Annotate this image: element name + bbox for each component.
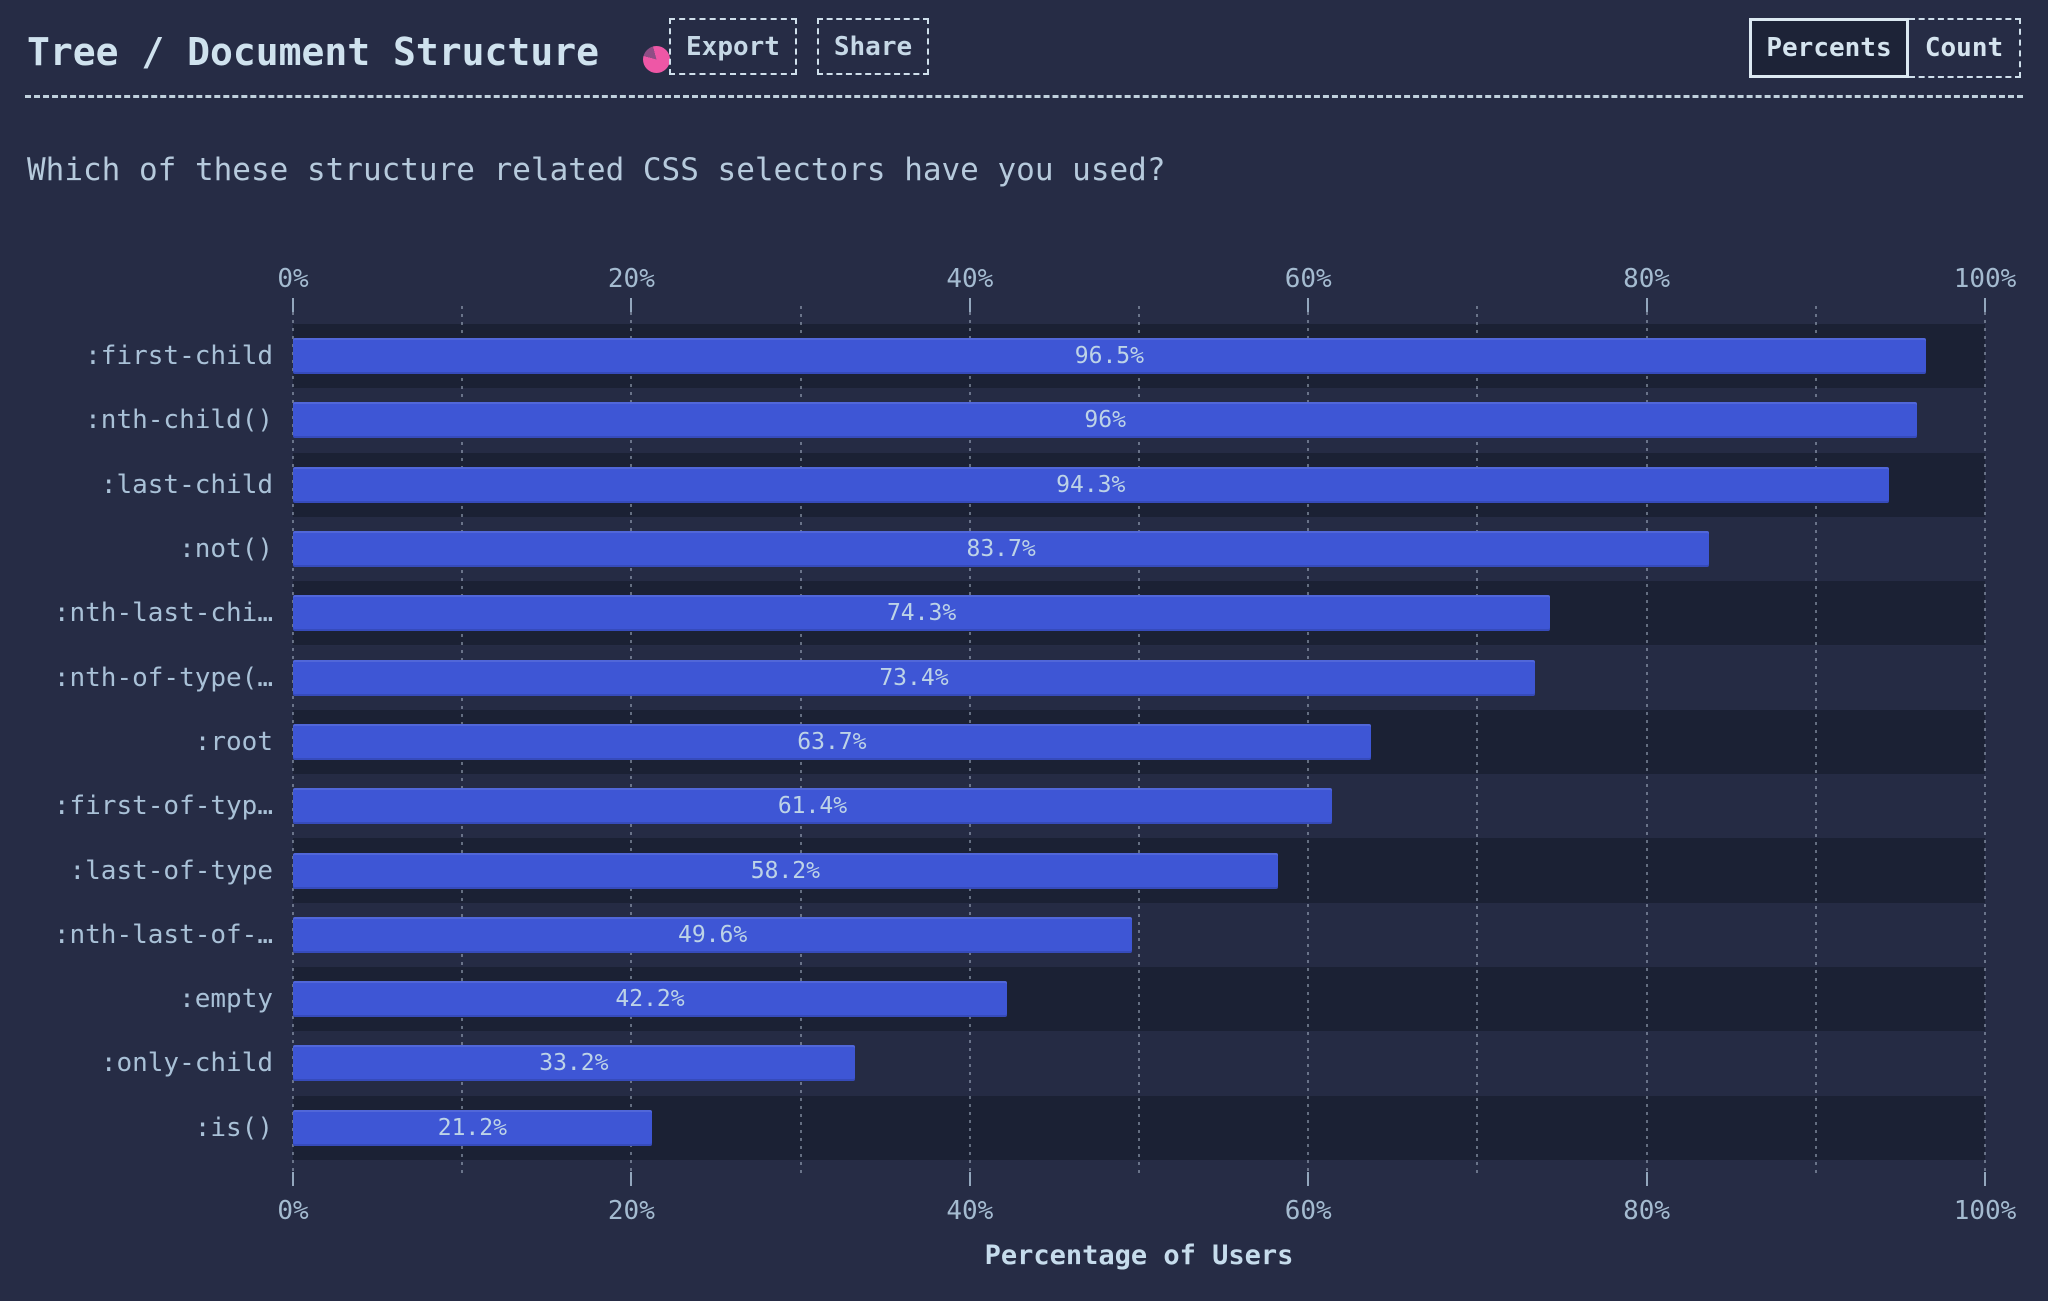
axis-tick-label-top: 0% (277, 264, 309, 294)
bar-value-label: 73.4% (879, 664, 949, 691)
axis-tick-label-top: 20% (607, 264, 655, 294)
header: Tree / Document Structure Export Share P… (27, 0, 2021, 96)
axis-tick-label-top: 100% (1953, 264, 2017, 294)
bar-value-label: 58.2% (750, 857, 820, 884)
category-label: :last-of-type (69, 855, 274, 886)
axis-tick-label-bottom: 80% (1623, 1196, 1671, 1226)
bar-value-label: 49.6% (677, 921, 748, 948)
bar-root[interactable]: 63.7% (293, 723, 1371, 760)
category-label: :first-child (85, 341, 273, 372)
bar-value-label: 94.3% (1056, 471, 1126, 498)
axis-tick (630, 298, 633, 312)
axis-tick (1307, 298, 1310, 312)
bar-nth-child[interactable]: 96% (293, 402, 1918, 439)
axis-tick (292, 1172, 294, 1186)
axis-tick (1645, 1172, 1648, 1186)
axis-tick (1984, 298, 1986, 312)
bar-only-child[interactable]: 33.2% (293, 1045, 855, 1082)
axis-tick (1984, 1172, 1986, 1186)
toggle-count[interactable]: Count (1909, 18, 2021, 78)
bar-not[interactable]: 83.7% (293, 531, 1710, 568)
bar-first-of-typ[interactable]: 61.4% (293, 788, 1332, 825)
category-label: :is() (194, 1112, 273, 1143)
bar-value-label: 74.3% (886, 600, 957, 627)
axis-tick-label-bottom: 20% (607, 1196, 655, 1226)
plot-area: :first-child :nth-child() :last-child :not(… (54, 264, 2016, 1271)
bar-nth-last-chi[interactable]: 74.3% (293, 595, 1551, 632)
bar-nth-of-type[interactable]: 73.4% (293, 659, 1535, 696)
category-label: :nth-of-type(… (53, 662, 273, 693)
axis-tick-label-top: 60% (1284, 264, 1332, 294)
axis-tick (1645, 298, 1648, 312)
bar-is[interactable]: 21.2% (293, 1109, 652, 1146)
bar-value-label: 96.5% (1074, 343, 1144, 370)
gridline (1984, 312, 1986, 1176)
export-button[interactable]: Export (669, 18, 797, 75)
gridline (1645, 312, 1648, 1176)
bar-value-label: 42.2% (615, 986, 685, 1013)
bar-nth-last-of-[interactable]: 49.6% (293, 916, 1133, 953)
toggle-percents[interactable]: Percents (1749, 18, 1909, 78)
axis-tick (1307, 1172, 1310, 1186)
category-label: :last-child (100, 469, 273, 500)
axis-tick-label-top: 80% (1623, 264, 1671, 294)
category-label: :root (194, 726, 273, 757)
dashed-separator (25, 95, 2023, 98)
share-button[interactable]: Share (817, 18, 929, 75)
gridline (1476, 306, 1479, 1176)
category-label: :empty (179, 984, 273, 1015)
bar-last-child[interactable]: 94.3% (293, 466, 1889, 503)
category-label: :only-child (100, 1048, 273, 1079)
question-text: Which of these structure related CSS sel… (27, 152, 1166, 188)
gridline (1814, 306, 1817, 1176)
units-toggle: Percents Count (1749, 18, 2021, 78)
axis-tick (630, 1172, 633, 1186)
bar-value-label: 21.2% (437, 1114, 507, 1141)
category-label: :nth-last-of-… (53, 919, 273, 950)
axis-tick-label-bottom: 0% (277, 1196, 309, 1226)
category-label: :nth-child() (85, 405, 273, 436)
pie-chart-icon (643, 46, 670, 73)
axis-tick-label-bottom: 60% (1284, 1196, 1332, 1226)
axis-tick-label-bottom: 40% (946, 1196, 994, 1226)
page-title: Tree / Document Structure (27, 30, 599, 74)
x-axis-title: Percentage of Users (984, 1240, 1294, 1271)
axis-tick (292, 298, 294, 312)
bar-value-label: 61.4% (777, 793, 848, 820)
bar-last-of-type[interactable]: 58.2% (293, 852, 1278, 889)
axis-tick (968, 1172, 971, 1186)
axis-tick-label-bottom: 100% (1953, 1196, 2017, 1226)
bar-value-label: 83.7% (966, 536, 1036, 563)
bar-empty[interactable]: 42.2% (293, 981, 1008, 1018)
bar-first-child[interactable]: 96.5% (293, 338, 1926, 375)
bar-value-label: 63.7% (797, 728, 867, 755)
axis-tick (968, 298, 971, 312)
category-label: :nth-last-chi… (53, 598, 273, 629)
axis-tick-label-top: 40% (946, 264, 994, 294)
category-label: :not() (179, 534, 273, 565)
category-label: :first-of-typ… (53, 791, 273, 822)
bar-value-label: 96% (1084, 407, 1126, 434)
bar-value-label: 33.2% (539, 1050, 609, 1077)
